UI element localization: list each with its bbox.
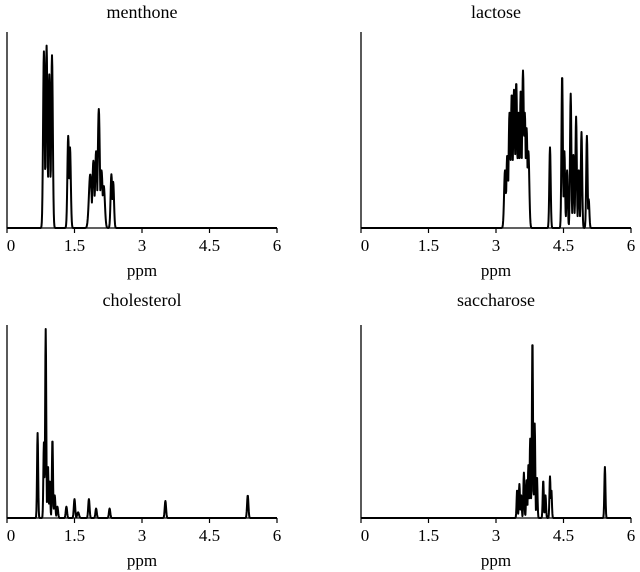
x-tick-label: 6 — [273, 526, 282, 545]
x-tick-label: 0 — [361, 236, 370, 255]
x-ticks: 0 1.5 3 4.5 6 — [360, 518, 636, 545]
panel-saccharose: saccharose 0 1.5 3 4.5 6 ppm — [360, 290, 636, 570]
x-tick-label: 1.5 — [418, 526, 439, 545]
x-tick-label: 6 — [273, 236, 282, 255]
x-ticks: 0 1.5 3 4.5 6 — [6, 228, 282, 255]
x-tick-label: 1.5 — [64, 526, 85, 545]
spectrum-line — [360, 344, 632, 519]
spectrum-line — [6, 44, 278, 229]
panel-title: lactose — [471, 2, 521, 22]
spectrum-line — [360, 69, 632, 229]
panel-cholesterol: cholesterol 0 1.5 3 4.5 6 ppm — [6, 290, 282, 570]
x-tick-label: 4.5 — [553, 526, 574, 545]
x-tick-label: 3 — [492, 526, 501, 545]
x-axis-label: ppm — [481, 551, 511, 570]
panel-title: cholesterol — [103, 290, 182, 310]
x-tick-label: 1.5 — [418, 236, 439, 255]
x-tick-label: 3 — [138, 236, 147, 255]
x-axis-label: ppm — [127, 261, 157, 280]
x-axis-label: ppm — [127, 551, 157, 570]
x-axis-label: ppm — [481, 261, 511, 280]
x-ticks: 0 1.5 3 4.5 6 — [360, 228, 636, 255]
x-tick-label: 4.5 — [199, 526, 220, 545]
x-tick-label: 0 — [361, 526, 370, 545]
panel-title: saccharose — [457, 290, 535, 310]
panel-menthone: menthone 0 1.5 3 4.5 6 ppm — [6, 2, 282, 280]
panel-lactose: lactose 0 1.5 3 4.5 6 ppm — [360, 2, 636, 280]
x-ticks: 0 1.5 3 4.5 6 — [6, 518, 282, 545]
x-tick-label: 0 — [7, 526, 16, 545]
spectrum-line — [6, 328, 278, 519]
x-tick-label: 6 — [627, 526, 636, 545]
x-tick-label: 6 — [627, 236, 636, 255]
x-tick-label: 3 — [138, 526, 147, 545]
x-tick-label: 0 — [7, 236, 16, 255]
x-tick-label: 4.5 — [199, 236, 220, 255]
panel-title: menthone — [107, 2, 178, 22]
x-tick-label: 4.5 — [553, 236, 574, 255]
x-tick-label: 3 — [492, 236, 501, 255]
x-tick-label: 1.5 — [64, 236, 85, 255]
